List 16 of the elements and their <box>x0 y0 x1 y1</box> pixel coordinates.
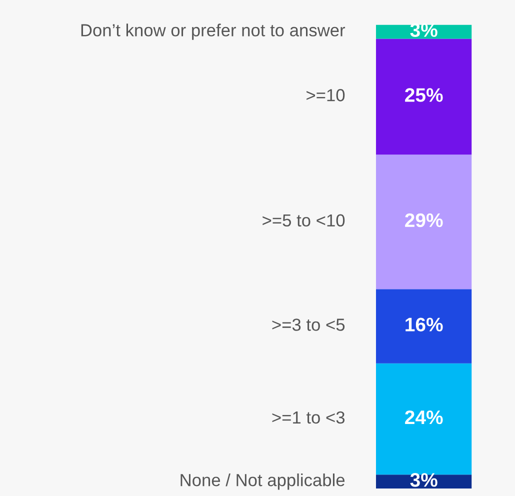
data-label: 25% <box>405 88 443 102</box>
data-label: 16% <box>406 318 443 332</box>
data-label: 3% <box>410 473 438 487</box>
data-label: 29% <box>405 213 443 228</box>
data-label: 24% <box>405 410 443 424</box>
series-label: Don’t know or prefer not to answer <box>81 24 346 40</box>
bar <box>376 289 472 364</box>
data-label: 3% <box>410 23 438 38</box>
bar <box>376 38 472 155</box>
series-label: None / Not applicable <box>180 474 345 490</box>
bar <box>376 363 472 475</box>
series-label: >=10 <box>306 89 345 102</box>
series-label: >=5 to <10 <box>262 214 345 227</box>
series-label: >=3 to <5 <box>272 318 345 331</box>
bar <box>376 154 472 290</box>
series-label: >=1 to <3 <box>272 411 345 424</box>
